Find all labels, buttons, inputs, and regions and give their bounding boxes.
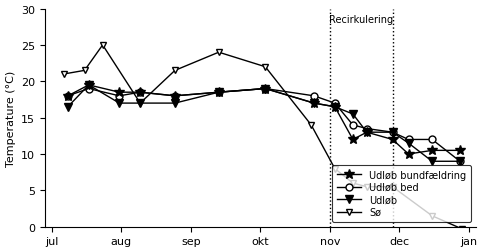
Udløb bbox=[406, 142, 411, 145]
Udløb bbox=[429, 160, 435, 163]
Sø bbox=[100, 44, 106, 47]
Line: Udløb: Udløb bbox=[64, 81, 464, 166]
Udløb bed bbox=[262, 88, 268, 91]
Line: Sø: Sø bbox=[60, 42, 466, 232]
Udløb bbox=[137, 102, 143, 105]
Udløb bbox=[350, 113, 356, 116]
Udløb bbox=[457, 160, 463, 163]
Udløb bbox=[117, 102, 122, 105]
Sø bbox=[364, 185, 370, 188]
Udløb bbox=[86, 84, 91, 87]
Udløb bundfældring bbox=[457, 149, 463, 152]
Line: Udløb bundfældring: Udløb bundfældring bbox=[63, 81, 465, 159]
Udløb bed bbox=[216, 91, 222, 94]
Udløb bbox=[262, 88, 268, 91]
Udløb bundfældring bbox=[86, 84, 91, 87]
Udløb bed bbox=[137, 91, 143, 94]
Udløb bed bbox=[429, 138, 435, 141]
Sø bbox=[216, 51, 222, 54]
Udløb bed bbox=[117, 95, 122, 98]
Udløb bundfældring bbox=[216, 91, 222, 94]
Udløb bbox=[364, 131, 370, 134]
Sø bbox=[429, 214, 435, 217]
Udløb bed bbox=[311, 95, 317, 98]
Udløb bbox=[65, 106, 71, 109]
Udløb bundfældring bbox=[137, 91, 143, 94]
Udløb bed bbox=[350, 124, 356, 127]
Sø bbox=[61, 73, 67, 76]
Sø bbox=[172, 70, 178, 73]
Udløb bed bbox=[364, 128, 370, 131]
Udløb bundfældring bbox=[406, 153, 411, 156]
Sø bbox=[350, 182, 356, 185]
Udløb bbox=[216, 91, 222, 94]
Udløb bbox=[172, 102, 178, 105]
Sø bbox=[332, 167, 338, 170]
Udløb bed bbox=[86, 88, 91, 91]
Legend: Udløb bundfældring, Udløb bed, Udløb, Sø: Udløb bundfældring, Udløb bed, Udløb, Sø bbox=[332, 165, 471, 222]
Sø bbox=[390, 185, 395, 188]
Udløb bundfældring bbox=[117, 91, 122, 94]
Udløb bundfældring bbox=[262, 88, 268, 91]
Text: Recirkulering: Recirkulering bbox=[329, 15, 393, 24]
Sø bbox=[82, 70, 88, 73]
Udløb bed bbox=[390, 131, 395, 134]
Udløb bundfældring bbox=[390, 138, 395, 141]
Udløb bundfældring bbox=[364, 131, 370, 134]
Udløb bed bbox=[172, 95, 178, 98]
Udløb bbox=[332, 106, 338, 109]
Udløb bed bbox=[406, 138, 411, 141]
Udløb bbox=[311, 102, 317, 105]
Sø bbox=[308, 124, 314, 127]
Sø bbox=[262, 66, 268, 69]
Udløb bed bbox=[457, 160, 463, 163]
Line: Udløb bed: Udløb bed bbox=[64, 86, 463, 165]
Udløb bed bbox=[332, 102, 338, 105]
Udløb bundfældring bbox=[311, 102, 317, 105]
Sø bbox=[459, 228, 465, 231]
Udløb bundfældring bbox=[350, 138, 356, 141]
Udløb bundfældring bbox=[429, 149, 435, 152]
Udløb bundfældring bbox=[172, 95, 178, 98]
Y-axis label: Temperature (°C): Temperature (°C) bbox=[5, 70, 15, 166]
Udløb bundfældring bbox=[65, 95, 71, 98]
Udløb bundfældring bbox=[332, 106, 338, 109]
Udløb bbox=[390, 131, 395, 134]
Sø bbox=[137, 102, 143, 105]
Udløb bed bbox=[65, 95, 71, 98]
